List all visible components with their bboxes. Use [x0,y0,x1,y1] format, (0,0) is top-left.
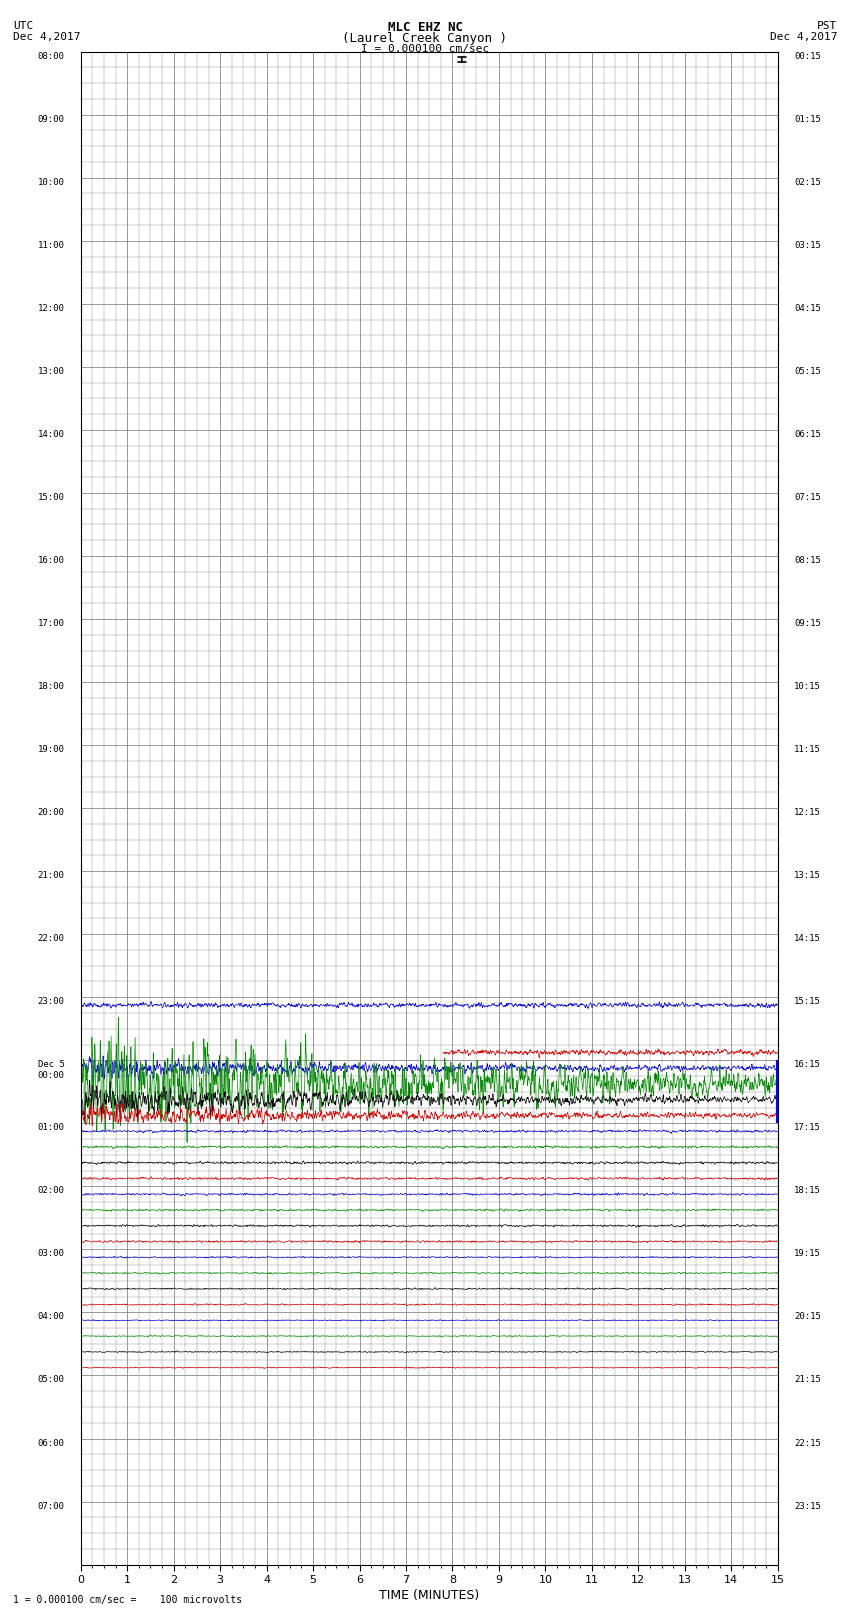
Text: 19:15: 19:15 [794,1250,821,1258]
Text: 00:15: 00:15 [794,52,821,61]
Text: 22:15: 22:15 [794,1439,821,1447]
Text: 02:00: 02:00 [37,1187,65,1195]
Text: Dec 4,2017: Dec 4,2017 [770,32,837,42]
Text: 15:00: 15:00 [37,494,65,502]
Text: 14:15: 14:15 [794,934,821,944]
Text: 10:15: 10:15 [794,682,821,690]
Text: 03:15: 03:15 [794,240,821,250]
Text: 16:00: 16:00 [37,556,65,565]
Text: 07:15: 07:15 [794,494,821,502]
Text: 19:00: 19:00 [37,745,65,753]
Text: 12:00: 12:00 [37,303,65,313]
Text: 09:15: 09:15 [794,619,821,627]
Text: Dec 4,2017: Dec 4,2017 [13,32,80,42]
Text: 14:00: 14:00 [37,429,65,439]
Text: 01:00: 01:00 [37,1123,65,1132]
Text: 06:00: 06:00 [37,1439,65,1447]
Text: 22:00: 22:00 [37,934,65,944]
X-axis label: TIME (MINUTES): TIME (MINUTES) [379,1589,479,1602]
Text: 11:15: 11:15 [794,745,821,753]
Text: 05:00: 05:00 [37,1376,65,1384]
Text: 16:15: 16:15 [794,1060,821,1069]
Text: 10:00: 10:00 [37,177,65,187]
Text: 21:15: 21:15 [794,1376,821,1384]
Text: 23:15: 23:15 [794,1502,821,1510]
Text: 04:15: 04:15 [794,303,821,313]
Text: 13:00: 13:00 [37,366,65,376]
Text: I = 0.000100 cm/sec: I = 0.000100 cm/sec [361,44,489,53]
Text: 11:00: 11:00 [37,240,65,250]
Text: 04:00: 04:00 [37,1313,65,1321]
Text: 02:15: 02:15 [794,177,821,187]
Text: 20:15: 20:15 [794,1313,821,1321]
Text: 13:15: 13:15 [794,871,821,881]
Text: 18:15: 18:15 [794,1187,821,1195]
Text: Dec 5
00:00: Dec 5 00:00 [37,1060,65,1079]
Text: 05:15: 05:15 [794,366,821,376]
Text: 21:00: 21:00 [37,871,65,881]
Text: 03:00: 03:00 [37,1250,65,1258]
Text: 12:15: 12:15 [794,808,821,818]
Text: UTC: UTC [13,21,33,31]
Text: 23:00: 23:00 [37,997,65,1007]
Text: 20:00: 20:00 [37,808,65,818]
Text: 15:15: 15:15 [794,997,821,1007]
Text: 06:15: 06:15 [794,429,821,439]
Text: 1 = 0.000100 cm/sec =    100 microvolts: 1 = 0.000100 cm/sec = 100 microvolts [13,1595,242,1605]
Text: 17:15: 17:15 [794,1123,821,1132]
Text: 08:15: 08:15 [794,556,821,565]
Text: 17:00: 17:00 [37,619,65,627]
Text: PST: PST [817,21,837,31]
Text: MLC EHZ NC: MLC EHZ NC [388,21,462,34]
Text: 01:15: 01:15 [794,115,821,124]
Text: (Laurel Creek Canyon ): (Laurel Creek Canyon ) [343,32,507,45]
Text: 09:00: 09:00 [37,115,65,124]
Text: 18:00: 18:00 [37,682,65,690]
Text: 08:00: 08:00 [37,52,65,61]
Text: 07:00: 07:00 [37,1502,65,1510]
